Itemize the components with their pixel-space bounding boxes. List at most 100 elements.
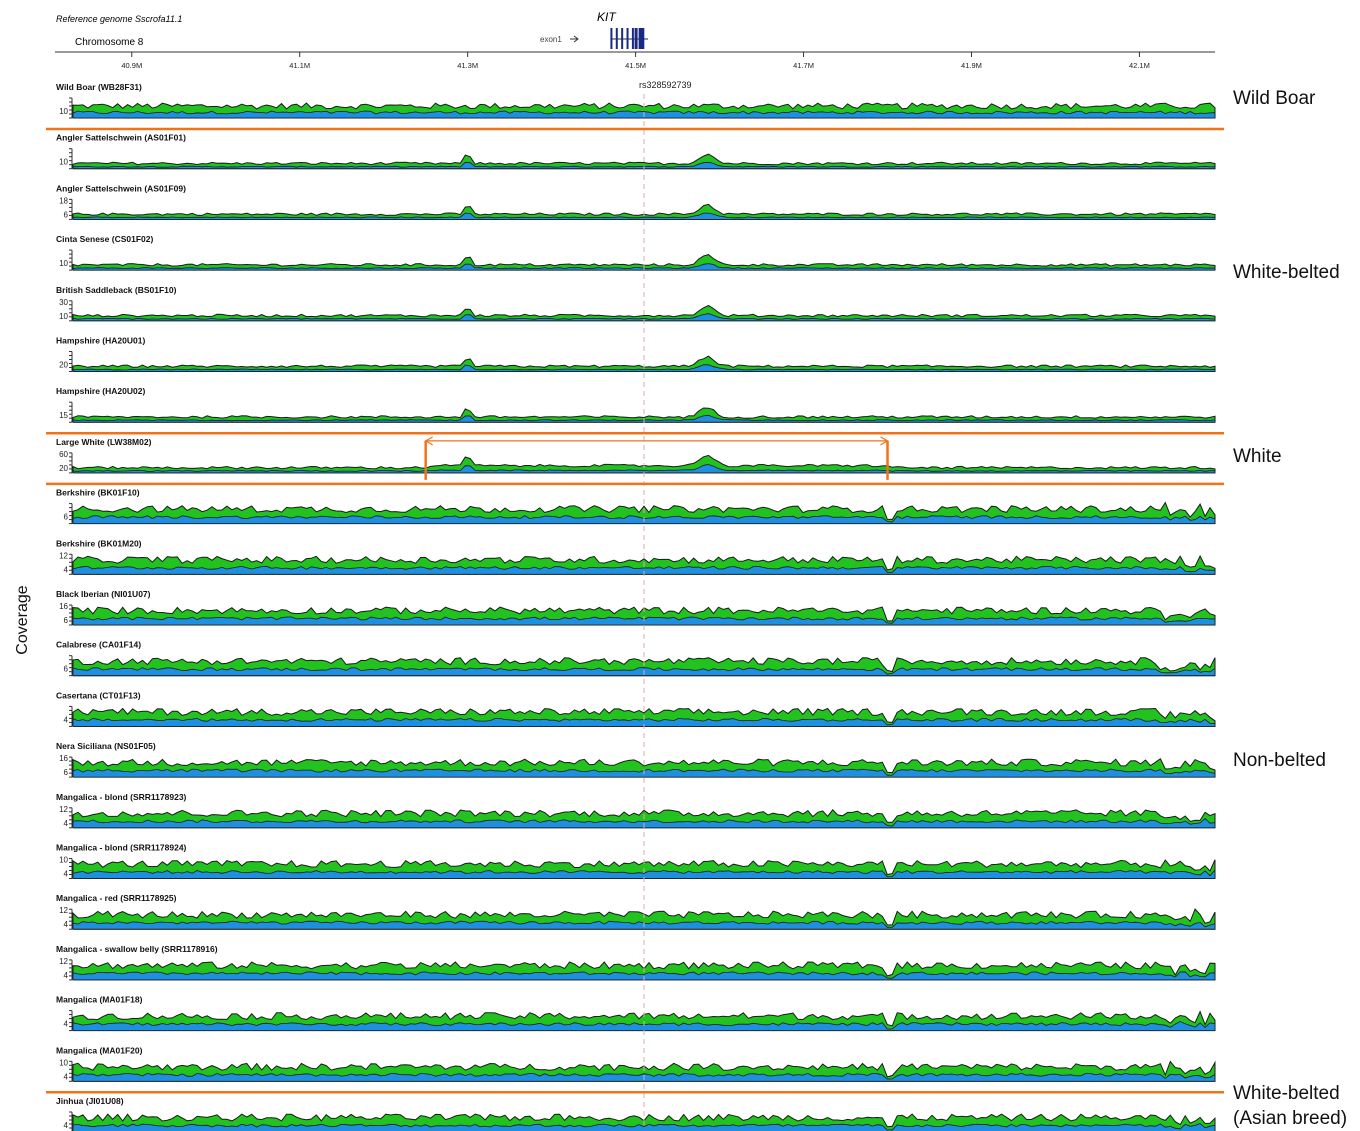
exon-mark [610,28,613,49]
track-title: Nera Siciliana (NS01F05) [56,741,156,751]
track-title: Wild Boar (WB28F31) [56,82,142,92]
coverage-lower-area [72,717,1216,727]
track-y-axis: 30 10 [59,298,73,322]
track-title: Mangalica - red (SRR1178925) [56,893,177,903]
y-tick-label: 18 [59,196,68,205]
coverage-upper-area [72,355,1216,372]
y-tick-label: 4 [64,819,69,828]
track-y-axis: 6 [64,503,73,525]
gene-label: KIT [597,10,617,24]
coverage-lower-area [72,868,1216,879]
track-y-axis: 12 4 [59,551,73,575]
x-tick-label: 41.1M [289,61,310,70]
snp-label: rs328592739 [639,80,692,90]
track: Mangalica - blond (SRR1178923) 12 4 [56,792,1216,829]
x-tick-label: 40.9M [121,61,142,70]
coverage-lower-area [72,161,1216,170]
group-sublabel: (Asian breed) [1233,1108,1347,1129]
y-tick-label: 12 [59,551,68,560]
coverage-upper-area [72,254,1216,271]
y-tick-label: 12 [59,957,68,966]
exon-mark [641,28,645,49]
y-tick-label: 12 [59,805,68,814]
track-y-axis: 15 [59,401,73,423]
coverage-upper-area [72,407,1216,423]
exon-mark [626,28,629,49]
y-tick-label: 15 [59,411,68,420]
track-title: Black Iberian (NI01U07) [56,589,151,599]
y-tick-label: 6 [64,665,69,674]
track: Nera Siciliana (NS01F05) 16 6 [56,741,1216,778]
y-tick-label: 6 [64,616,69,625]
coverage-lower-area [72,565,1216,575]
track-title: Berkshire (BK01M20) [56,538,142,548]
y-tick-label: 4 [64,1020,69,1029]
track-y-axis: 6 [64,655,73,677]
track-y-axis: 12 4 [59,957,73,981]
track: Berkshire (BK01M20) 12 4 [56,538,1216,575]
y-tick-label: 4 [64,1121,69,1130]
y-tick-label: 10 [59,158,68,167]
x-axis: 40.9M 41.1M 41.3M 41.5M 41.7M 41.9M 42.1M [55,51,1215,70]
group-label: White-belted [1233,262,1340,283]
track-y-axis: 4 [64,705,73,727]
y-tick-label: 10 [59,1058,68,1067]
track-y-axis: 12 4 [59,906,73,930]
track: Large White (LW38M02) 60 20 [56,437,1216,474]
track-y-axis: 10 4 [59,1058,73,1082]
track-title: Mangalica - swallow belly (SRR1178916) [56,944,218,954]
track-title: Large White (LW38M02) [56,437,152,447]
coverage-lower-area [72,971,1216,981]
track-y-axis: 16 6 [59,754,73,778]
x-tick-label: 41.9M [961,61,982,70]
y-tick-label: 6 [64,210,69,219]
track: Casertana (CT01F13) 4 [56,690,1216,727]
track-y-axis: 60 20 [59,450,73,474]
y-tick-label: 20 [59,361,68,370]
y-tick-label: 4 [64,870,69,879]
track-title: Mangalica (MA01F18) [56,995,143,1005]
track-y-axis: 16 6 [59,602,73,626]
track: Calabrese (CA01F14) 6 [56,640,1216,677]
x-tick-label: 41.5M [625,61,646,70]
track: Wild Boar (WB28F31) 10 [56,82,1216,119]
coverage-lower-area [72,313,1216,322]
reference-label: Reference genome Sscrofa11.1 [56,14,182,24]
y-tick-label: 30 [59,298,68,307]
track-y-axis: 10 4 [59,856,73,879]
x-tick-label: 41.7M [793,61,814,70]
coverage-upper-area [72,153,1216,170]
group-label: Non-belted [1233,750,1326,771]
track: Berkshire (BK01F10) 6 [56,488,1216,525]
coverage-lower-area [72,364,1216,372]
exon-mark [638,28,642,49]
track: Mangalica (MA01F18) 4 [56,995,1216,1032]
track-title: Angler Sattelschwein (AS01F01) [56,133,186,143]
coverage-upper-area [72,454,1216,474]
track: Black Iberian (NI01U07) 16 6 [56,589,1216,626]
track-title: Berkshire (BK01F10) [56,488,140,498]
track-title: Casertana (CT01F13) [56,690,141,700]
coverage-upper-area [72,203,1216,220]
track-y-axis: 10 [59,148,73,170]
track-title: British Saddleback (BS01F10) [56,285,177,295]
y-tick-label: 12 [59,906,68,915]
y-tick-label: 16 [59,602,68,611]
exon-mark [615,28,618,49]
track: Jinhua (JI01U08) 4 [56,1096,1216,1131]
track-y-axis: 18 6 [59,196,73,220]
overlay: Wild Boar White-belted White Non-belted Whit… [46,88,1347,1129]
exon-mark [634,28,638,49]
track-title: Hampshire (HA20U01) [56,336,145,346]
y-tick-label: 4 [64,715,69,724]
track-title: Calabrese (CA01F14) [56,640,141,650]
track: Mangalica - swallow belly (SRR1178916) 12… [56,944,1216,981]
group-label: White-belted [1233,1083,1340,1104]
exon-mark [621,28,624,49]
exon-label: exon1 [540,35,562,44]
y-tick-label: 60 [59,450,68,459]
track: Mangalica - red (SRR1178925) 12 4 [56,893,1216,930]
coverage-upper-area [72,304,1216,322]
